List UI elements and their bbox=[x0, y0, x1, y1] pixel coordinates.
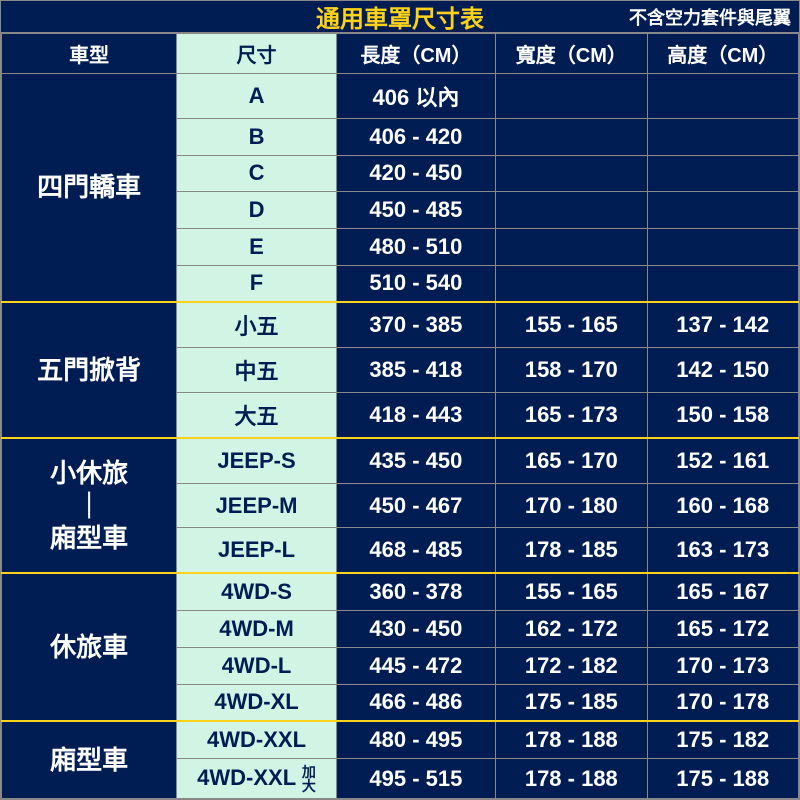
size-cell: B bbox=[177, 118, 336, 155]
header-row: 車型 尺寸 長度（CM） 寬度（CM） 高度（CM） bbox=[2, 34, 799, 74]
value-cell: 385 - 418 bbox=[336, 348, 495, 393]
value-cell: 165 - 172 bbox=[647, 611, 798, 648]
size-cell: E bbox=[177, 228, 336, 265]
size-cell: D bbox=[177, 192, 336, 229]
value-cell: 172 - 182 bbox=[496, 647, 647, 684]
value-cell: 418 - 443 bbox=[336, 393, 495, 439]
size-table: 車型 尺寸 長度（CM） 寬度（CM） 高度（CM） 四門轎車A406 以內B4… bbox=[1, 33, 799, 799]
size-cell: 中五 bbox=[177, 348, 336, 393]
size-cell: JEEP-S bbox=[177, 438, 336, 483]
value-cell: 175 - 188 bbox=[647, 759, 798, 799]
value-cell: 420 - 450 bbox=[336, 155, 495, 192]
value-cell: 158 - 170 bbox=[496, 348, 647, 393]
title-note: 不含空力套件與尾翼 bbox=[629, 4, 791, 30]
value-cell: 170 - 178 bbox=[647, 684, 798, 721]
value-cell: 178 - 188 bbox=[496, 721, 647, 758]
empty-cell bbox=[496, 155, 647, 192]
category-cell: 四門轎車 bbox=[2, 74, 177, 303]
size-cell: JEEP-M bbox=[177, 484, 336, 528]
value-cell: 450 - 467 bbox=[336, 484, 495, 528]
value-cell: 178 - 185 bbox=[496, 528, 647, 573]
empty-cell bbox=[647, 74, 798, 119]
value-cell: 170 - 173 bbox=[647, 647, 798, 684]
size-cell: 4WD-S bbox=[177, 573, 336, 610]
table-row: 四門轎車A406 以內 bbox=[2, 74, 799, 119]
size-cell: JEEP-L bbox=[177, 528, 336, 573]
category-cell: 廂型車 bbox=[2, 721, 177, 798]
category-cell: 休旅車 bbox=[2, 573, 177, 721]
col-size: 尺寸 bbox=[177, 34, 336, 74]
value-cell: 370 - 385 bbox=[336, 302, 495, 348]
value-cell: 162 - 172 bbox=[496, 611, 647, 648]
empty-cell bbox=[647, 155, 798, 192]
value-cell: 142 - 150 bbox=[647, 348, 798, 393]
col-width: 寬度（CM） bbox=[496, 34, 647, 74]
size-cell: C bbox=[177, 155, 336, 192]
size-cell: A bbox=[177, 74, 336, 119]
value-cell: 450 - 485 bbox=[336, 192, 495, 229]
size-cell: 4WD-M bbox=[177, 611, 336, 648]
size-cell: 4WD-XL bbox=[177, 684, 336, 721]
empty-cell bbox=[496, 228, 647, 265]
size-cell: 4WD-L bbox=[177, 647, 336, 684]
col-height: 高度（CM） bbox=[647, 34, 798, 74]
value-cell: 480 - 510 bbox=[336, 228, 495, 265]
value-cell: 165 - 167 bbox=[647, 573, 798, 610]
size-cell: 4WD-XXL bbox=[177, 721, 336, 758]
title-bar: 通用車罩尺寸表 不含空力套件與尾翼 bbox=[1, 1, 799, 33]
table-row: 小休旅｜廂型車JEEP-S435 - 450165 - 170152 - 161 bbox=[2, 438, 799, 483]
value-cell: 170 - 180 bbox=[496, 484, 647, 528]
table-container: 通用車罩尺寸表 不含空力套件與尾翼 車型 尺寸 長度（CM） 寬度（CM） 高度… bbox=[0, 0, 800, 800]
col-length: 長度（CM） bbox=[336, 34, 495, 74]
empty-cell bbox=[496, 74, 647, 119]
value-cell: 163 - 173 bbox=[647, 528, 798, 573]
value-cell: 155 - 165 bbox=[496, 302, 647, 348]
value-cell: 160 - 168 bbox=[647, 484, 798, 528]
value-cell: 155 - 165 bbox=[496, 573, 647, 610]
value-cell: 178 - 188 bbox=[496, 759, 647, 799]
value-cell: 150 - 158 bbox=[647, 393, 798, 439]
value-cell: 165 - 173 bbox=[496, 393, 647, 439]
size-cell: 4WD-XXL 加大 bbox=[177, 759, 336, 799]
empty-cell bbox=[647, 192, 798, 229]
category-cell: 小休旅｜廂型車 bbox=[2, 438, 177, 573]
value-cell: 406 以內 bbox=[336, 74, 495, 119]
value-cell: 406 - 420 bbox=[336, 118, 495, 155]
table-row: 五門掀背小五370 - 385155 - 165137 - 142 bbox=[2, 302, 799, 348]
value-cell: 360 - 378 bbox=[336, 573, 495, 610]
value-cell: 435 - 450 bbox=[336, 438, 495, 483]
empty-cell bbox=[647, 118, 798, 155]
value-cell: 468 - 485 bbox=[336, 528, 495, 573]
value-cell: 510 - 540 bbox=[336, 265, 495, 302]
value-cell: 175 - 185 bbox=[496, 684, 647, 721]
size-cell: 小五 bbox=[177, 302, 336, 348]
value-cell: 495 - 515 bbox=[336, 759, 495, 799]
empty-cell bbox=[496, 118, 647, 155]
value-cell: 175 - 182 bbox=[647, 721, 798, 758]
empty-cell bbox=[496, 192, 647, 229]
value-cell: 137 - 142 bbox=[647, 302, 798, 348]
table-row: 廂型車4WD-XXL480 - 495178 - 188175 - 182 bbox=[2, 721, 799, 758]
size-cell: 大五 bbox=[177, 393, 336, 439]
value-cell: 430 - 450 bbox=[336, 611, 495, 648]
value-cell: 152 - 161 bbox=[647, 438, 798, 483]
size-cell: F bbox=[177, 265, 336, 302]
table-row: 休旅車4WD-S360 - 378155 - 165165 - 167 bbox=[2, 573, 799, 610]
empty-cell bbox=[647, 228, 798, 265]
value-cell: 466 - 486 bbox=[336, 684, 495, 721]
empty-cell bbox=[496, 265, 647, 302]
value-cell: 165 - 170 bbox=[496, 438, 647, 483]
empty-cell bbox=[647, 265, 798, 302]
category-cell: 五門掀背 bbox=[2, 302, 177, 438]
value-cell: 480 - 495 bbox=[336, 721, 495, 758]
value-cell: 445 - 472 bbox=[336, 647, 495, 684]
col-type: 車型 bbox=[2, 34, 177, 74]
